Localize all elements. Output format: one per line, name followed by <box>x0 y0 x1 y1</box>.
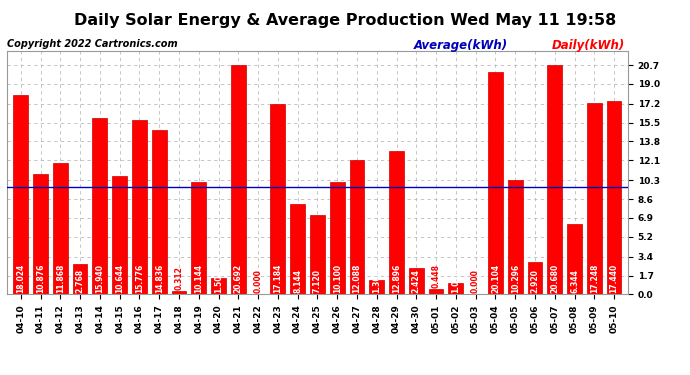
Text: 12.088: 12.088 <box>353 264 362 293</box>
Bar <box>112 177 127 294</box>
Text: 12.896: 12.896 <box>392 264 401 293</box>
Bar <box>587 103 602 294</box>
Bar <box>448 283 463 294</box>
Bar <box>211 278 226 294</box>
Text: 14.836: 14.836 <box>155 264 164 293</box>
Text: 17.184: 17.184 <box>273 264 282 293</box>
Bar <box>132 120 147 294</box>
Bar <box>508 180 522 294</box>
Bar <box>13 94 28 294</box>
Text: 10.296: 10.296 <box>511 264 520 293</box>
Bar <box>72 264 88 294</box>
Bar <box>270 104 285 294</box>
Bar <box>330 183 344 294</box>
Bar <box>350 160 364 294</box>
Text: 0.448: 0.448 <box>431 264 440 288</box>
Text: 1.504: 1.504 <box>214 270 223 293</box>
Text: 20.692: 20.692 <box>234 264 243 293</box>
Bar <box>53 163 68 294</box>
Bar <box>409 267 424 294</box>
Text: 20.104: 20.104 <box>491 264 500 293</box>
Bar <box>33 174 48 294</box>
Text: Daily Solar Energy & Average Production Wed May 11 19:58: Daily Solar Energy & Average Production … <box>74 13 616 28</box>
Text: 15.776: 15.776 <box>135 264 144 293</box>
Text: 15.940: 15.940 <box>95 264 104 293</box>
Bar <box>152 130 166 294</box>
Text: 18.024: 18.024 <box>17 264 26 293</box>
Text: 2.424: 2.424 <box>412 269 421 293</box>
Bar <box>607 101 622 294</box>
Bar <box>389 152 404 294</box>
Bar <box>369 280 384 294</box>
Text: 2.920: 2.920 <box>531 269 540 293</box>
Bar <box>231 65 246 294</box>
Text: 0.312: 0.312 <box>175 266 184 290</box>
Text: 17.248: 17.248 <box>590 264 599 293</box>
Text: 10.876: 10.876 <box>36 264 45 293</box>
Text: • 9.650: • 9.650 <box>609 147 618 184</box>
Text: 10.644: 10.644 <box>115 264 124 293</box>
Bar <box>488 72 503 294</box>
Bar <box>310 216 325 294</box>
Bar <box>172 291 186 294</box>
Text: 0.000: 0.000 <box>471 269 480 293</box>
Text: Daily(kWh): Daily(kWh) <box>552 39 625 53</box>
Text: 0.000: 0.000 <box>253 269 263 293</box>
Bar <box>547 65 562 294</box>
Bar <box>428 290 444 294</box>
Text: 8.144: 8.144 <box>293 269 302 293</box>
Text: 20.680: 20.680 <box>550 264 559 293</box>
Bar <box>191 182 206 294</box>
Text: 1.016: 1.016 <box>451 269 460 293</box>
Text: 11.868: 11.868 <box>56 264 65 293</box>
Text: 2.768: 2.768 <box>76 269 85 293</box>
Text: Average(kWh): Average(kWh) <box>414 39 508 53</box>
Text: • 9.650: • 9.650 <box>17 147 26 184</box>
Bar <box>567 224 582 294</box>
Text: 10.100: 10.100 <box>333 264 342 293</box>
Text: 10.144: 10.144 <box>195 264 204 293</box>
Bar <box>92 118 107 294</box>
Bar <box>290 204 305 294</box>
Text: 6.344: 6.344 <box>570 269 579 293</box>
Bar <box>528 262 542 294</box>
Text: Copyright 2022 Cartronics.com: Copyright 2022 Cartronics.com <box>7 39 177 50</box>
Text: 17.440: 17.440 <box>609 264 618 293</box>
Text: 1.308: 1.308 <box>372 269 382 293</box>
Text: 7.120: 7.120 <box>313 269 322 293</box>
